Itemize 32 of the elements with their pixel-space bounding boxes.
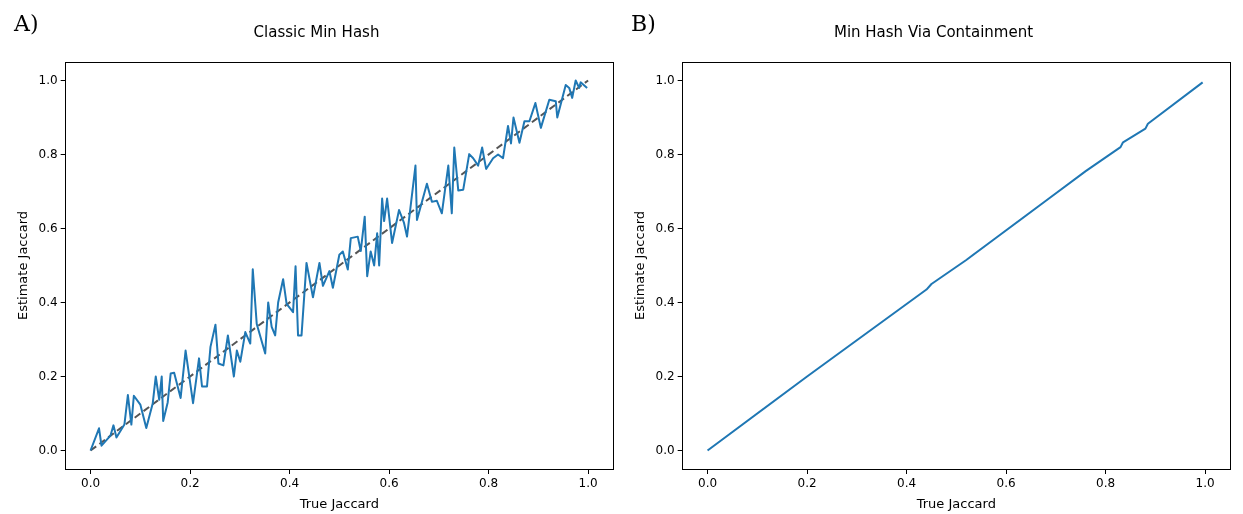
x-tick-label: 0.2: [797, 476, 817, 491]
x-tick-label: 0.0: [698, 476, 718, 491]
y-tick-label: 0.0: [38, 442, 58, 457]
y-tick-label: 0.2: [38, 368, 58, 383]
y-tick-label: 0.8: [655, 146, 675, 161]
y-axis-title: Estimate Jaccard: [632, 211, 648, 320]
x-tick-label: 0.0: [81, 476, 101, 491]
x-tick-label: 1.0: [1195, 476, 1215, 491]
x-tick-label: 0.2: [180, 476, 200, 491]
x-tick-label: 0.4: [280, 476, 300, 491]
chart-title: Classic Min Hash: [253, 22, 380, 41]
x-tick-label: 0.4: [897, 476, 917, 491]
y-axis-title: Estimate Jaccard: [15, 211, 31, 320]
y-tick-label: 0.4: [38, 294, 58, 309]
y-tick-label: 0.6: [38, 220, 58, 235]
x-tick-label: 1.0: [578, 476, 598, 491]
x-axis-title: True Jaccard: [298, 495, 379, 511]
y-tick-label: 0.6: [655, 220, 675, 235]
y-tick-label: 0.2: [655, 368, 675, 383]
x-axis-title: True Jaccard: [915, 495, 996, 511]
text: B): [631, 10, 656, 36]
x-tick-label: 0.6: [379, 476, 399, 491]
y-tick-label: 1.0: [655, 72, 675, 87]
text: A): [13, 10, 39, 36]
y-tick-label: 0.0: [655, 442, 675, 457]
y-tick-label: 0.8: [38, 146, 58, 161]
chart-title: Min Hash Via Containment: [833, 22, 1034, 41]
y-tick-label: 0.4: [655, 294, 675, 309]
y-tick-label: 1.0: [38, 72, 58, 87]
x-tick-label: 0.6: [996, 476, 1016, 491]
x-tick-label: 0.8: [479, 476, 499, 491]
x-tick-label: 0.8: [1096, 476, 1116, 491]
